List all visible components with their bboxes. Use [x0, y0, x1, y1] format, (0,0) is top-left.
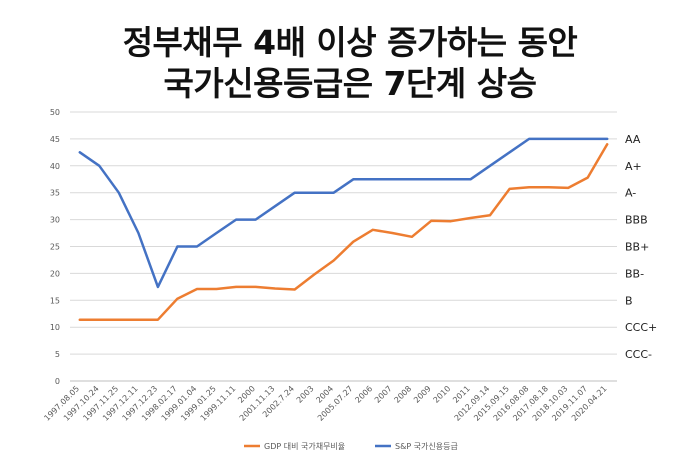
rating-label: CCC- [625, 348, 652, 361]
rating-label: CCC+ [625, 321, 657, 334]
chart-title-line-2: 국가신용등급은 7단계 상승 [163, 64, 537, 103]
x-axis: 1997.08.051997.10.241997.11.251997.12.11… [42, 384, 608, 423]
gridlines [70, 111, 617, 382]
rating-label: A- [625, 187, 636, 200]
y-tick-label: 15 [50, 296, 60, 305]
series-line-0 [78, 143, 609, 321]
y-tick-label: 0 [55, 377, 60, 386]
rating-label: AA [625, 133, 641, 146]
legend: GDP 대비 국가채무비율 S&P 국가신용등급 [244, 441, 458, 451]
y-tick-label: 10 [50, 323, 60, 332]
legend-label: S&P 국가신용등급 [395, 442, 458, 451]
y-tick-label: 45 [50, 135, 60, 144]
legend-label: GDP 대비 국가채무비율 [264, 441, 345, 451]
y-axis: 0 5 10 15 20 25 30 35 40 45 50 [50, 108, 60, 386]
x-tick-label: 2003 [295, 384, 316, 405]
x-tick-label: 2006 [353, 384, 374, 405]
rating-labels: AA A+ A- BBB BB+ BB- B CCC+ CCC- [625, 133, 657, 361]
y-tick-label: 50 [50, 108, 60, 117]
y-tick-label: 5 [55, 350, 60, 359]
y-tick-label: 25 [50, 243, 60, 252]
series-lines [78, 137, 609, 321]
rating-label: A+ [625, 160, 642, 173]
y-tick-label: 35 [50, 189, 60, 198]
rating-label: BBB [625, 214, 648, 227]
x-tick-label: 2010 [432, 384, 453, 405]
y-tick-label: 30 [50, 216, 60, 225]
rating-label: BB- [625, 267, 644, 280]
y-tick-label: 20 [50, 269, 60, 278]
rating-label: B [625, 294, 633, 307]
x-tick-label: 2009 [412, 384, 433, 405]
x-tick-label: 2008 [393, 384, 414, 405]
series-line-1 [78, 137, 609, 289]
x-tick-label: 2007 [373, 384, 394, 405]
chart-title-line-1: 정부채무 4배 이상 증가하는 동안 [122, 23, 578, 62]
rating-label: BB+ [625, 241, 649, 254]
y-tick-label: 40 [50, 162, 60, 171]
